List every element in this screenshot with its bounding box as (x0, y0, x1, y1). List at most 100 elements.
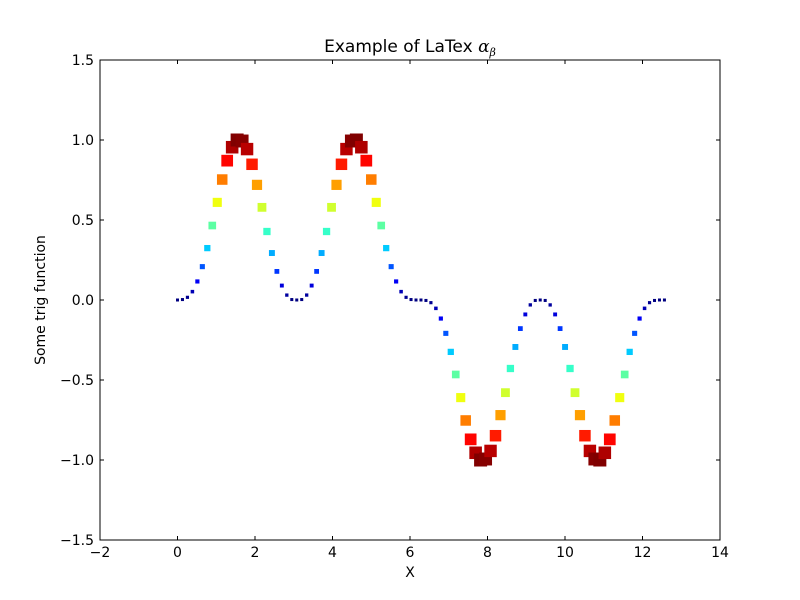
scatter-point (489, 429, 502, 442)
scatter-point (456, 393, 466, 403)
scatter-point (274, 269, 280, 274)
scatter-point (257, 202, 267, 212)
scatter-point (335, 158, 348, 171)
scatter-point (371, 197, 381, 207)
x-tick-label: −2 (90, 545, 111, 561)
scatter-point (424, 298, 428, 302)
chart-title-math-sub: β (489, 46, 496, 59)
x-tick-label: 4 (328, 545, 337, 561)
scatter-point (538, 298, 542, 302)
x-tick-label: 14 (711, 545, 729, 561)
scatter-point (409, 298, 413, 302)
scatter-point (598, 446, 612, 460)
scatter-point (414, 298, 418, 302)
scatter-point (318, 250, 325, 256)
scatter-point (295, 298, 299, 302)
scatter-point (216, 174, 228, 185)
y-tick-label: −1.5 (60, 533, 94, 549)
scatter-point (647, 301, 652, 305)
scatter-point (523, 312, 528, 317)
x-tick-label: 2 (251, 545, 260, 561)
x-axis-label: X (405, 565, 415, 581)
scatter-point (562, 344, 569, 350)
scatter-point (443, 330, 449, 336)
scatter-point (557, 326, 563, 331)
scatter-point (620, 370, 629, 379)
scatter-point (185, 295, 190, 299)
scatter-point (208, 221, 217, 230)
scatter-point (240, 142, 254, 156)
scatter-point (662, 298, 666, 302)
scatter-point (399, 289, 403, 294)
scatter-point (268, 250, 275, 256)
scatter-point (366, 174, 377, 185)
scatter-point (533, 298, 537, 302)
scatter-point (331, 179, 342, 190)
scatter-point (327, 202, 336, 212)
scatter-point (495, 410, 506, 421)
scatter-point (314, 269, 320, 274)
scatter-point (279, 283, 284, 288)
scatter-point (543, 298, 547, 302)
scatter-point (190, 289, 195, 294)
scatter-point (377, 221, 386, 230)
scatter-point (464, 433, 477, 446)
scatter-point (548, 303, 552, 307)
x-tick-label: 6 (406, 545, 415, 561)
scatter-point (212, 197, 222, 207)
scatter-point (263, 227, 271, 236)
scatter-point (360, 154, 373, 167)
scatter-point (180, 298, 184, 302)
scatter-point (579, 429, 591, 442)
chart-title-math-base: α (478, 37, 490, 57)
scatter-point (566, 364, 574, 373)
scatter-point (528, 303, 532, 307)
scatter-point (484, 444, 497, 458)
scatter-point (204, 244, 211, 252)
scatter-point (300, 298, 304, 302)
scatter-point (355, 140, 368, 154)
scatter-point (251, 179, 263, 190)
y-tick-label: −1.0 (60, 453, 94, 469)
scatter-point (501, 388, 510, 398)
scatter-point (388, 264, 394, 270)
scatter-point (570, 388, 580, 398)
scatter-point (574, 410, 586, 421)
x-tick-label: 10 (556, 545, 574, 561)
scatter-point (176, 298, 179, 302)
scatter-point (451, 370, 460, 379)
scatter-point (657, 298, 661, 302)
scatter-point (246, 158, 258, 171)
scatter-point (506, 364, 515, 373)
scatter-point (429, 301, 433, 305)
scatter-point (383, 244, 390, 252)
x-tick-label: 0 (173, 545, 182, 561)
scatter-point (642, 306, 647, 311)
y-axis-label: Some trig function (33, 235, 49, 365)
y-tick-label: 1.0 (72, 133, 94, 149)
scatter-point (438, 316, 443, 321)
scatter-point (615, 393, 625, 403)
scatter-point (626, 348, 633, 356)
y-tick-label: −0.5 (60, 373, 94, 389)
scatter-point (322, 227, 331, 236)
scatter-point (460, 415, 471, 426)
scatter-point (434, 306, 438, 311)
scatter-point (632, 330, 638, 336)
scatter-point (221, 154, 234, 167)
x-tick-label: 8 (483, 545, 492, 561)
scatter-point (637, 316, 642, 321)
scatter-point (305, 293, 309, 297)
scatter-point (404, 295, 408, 299)
chart-title-text: Example of LaTex (324, 37, 478, 57)
axis-ticks: −2 0 2 4 6 8 10 12 14 −1.5 −1.0 −0.5 0.0 0.5 1.0 1.5 (60, 53, 729, 561)
scatter-points (176, 133, 666, 467)
scatter-point (419, 298, 423, 302)
scatter-point (309, 283, 314, 288)
scatter-point (609, 415, 621, 426)
scatter-point (285, 293, 289, 297)
scatter-point (603, 433, 616, 446)
scatter-point (517, 326, 523, 331)
x-tick-label: 12 (634, 545, 652, 561)
